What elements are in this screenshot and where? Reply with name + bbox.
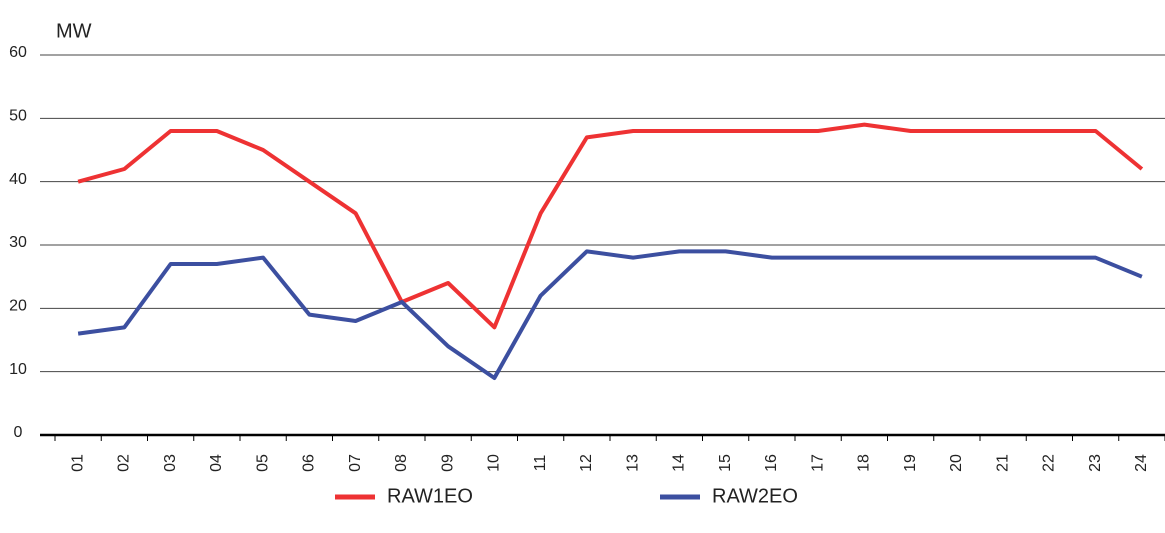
legend-label: RAW1EO <box>387 485 473 507</box>
x-tick-label: 02 <box>116 454 133 472</box>
x-tick-label: 04 <box>208 454 225 472</box>
y-tick-label: 30 <box>9 234 27 251</box>
line-series <box>77 249 1143 380</box>
x-tick-label: 19 <box>902 454 919 472</box>
x-tick-label: 12 <box>578 454 595 472</box>
y-tick-label: 20 <box>9 298 27 315</box>
x-tick-label: 18 <box>856 454 873 472</box>
x-tick-label: 21 <box>994 454 1011 472</box>
x-tick-label: 13 <box>624 454 641 472</box>
x-tick-label: 24 <box>1133 454 1150 472</box>
x-tick-label: 14 <box>671 454 688 472</box>
y-tick-label: 40 <box>9 171 27 188</box>
x-tick-label: 09 <box>439 454 456 472</box>
x-tick-label: 17 <box>809 454 826 472</box>
line-series <box>77 122 1144 330</box>
x-tick-label: 06 <box>301 454 318 472</box>
x-tick-label: 10 <box>486 454 503 472</box>
y-tick-label: 10 <box>9 361 27 378</box>
x-tick-label: 03 <box>162 454 179 472</box>
y-tick-label: 60 <box>9 44 27 61</box>
x-tick-label: 11 <box>532 455 549 472</box>
y-tick-label: 0 <box>14 424 23 441</box>
x-tick-label: 15 <box>717 454 734 472</box>
x-tick-label: 08 <box>393 454 410 472</box>
x-tick-label: 16 <box>763 454 780 472</box>
x-tick-label: 07 <box>347 454 364 472</box>
x-tick-label: 01 <box>69 454 86 472</box>
legend-label: RAW2EO <box>712 485 798 507</box>
y-tick-label: 50 <box>9 108 27 125</box>
x-tick-label: 22 <box>1041 454 1058 472</box>
x-tick-label: 05 <box>254 454 271 472</box>
x-tick-label: 20 <box>948 454 965 472</box>
y-axis-label: MW <box>56 20 92 42</box>
x-tick-label: 23 <box>1087 454 1104 472</box>
